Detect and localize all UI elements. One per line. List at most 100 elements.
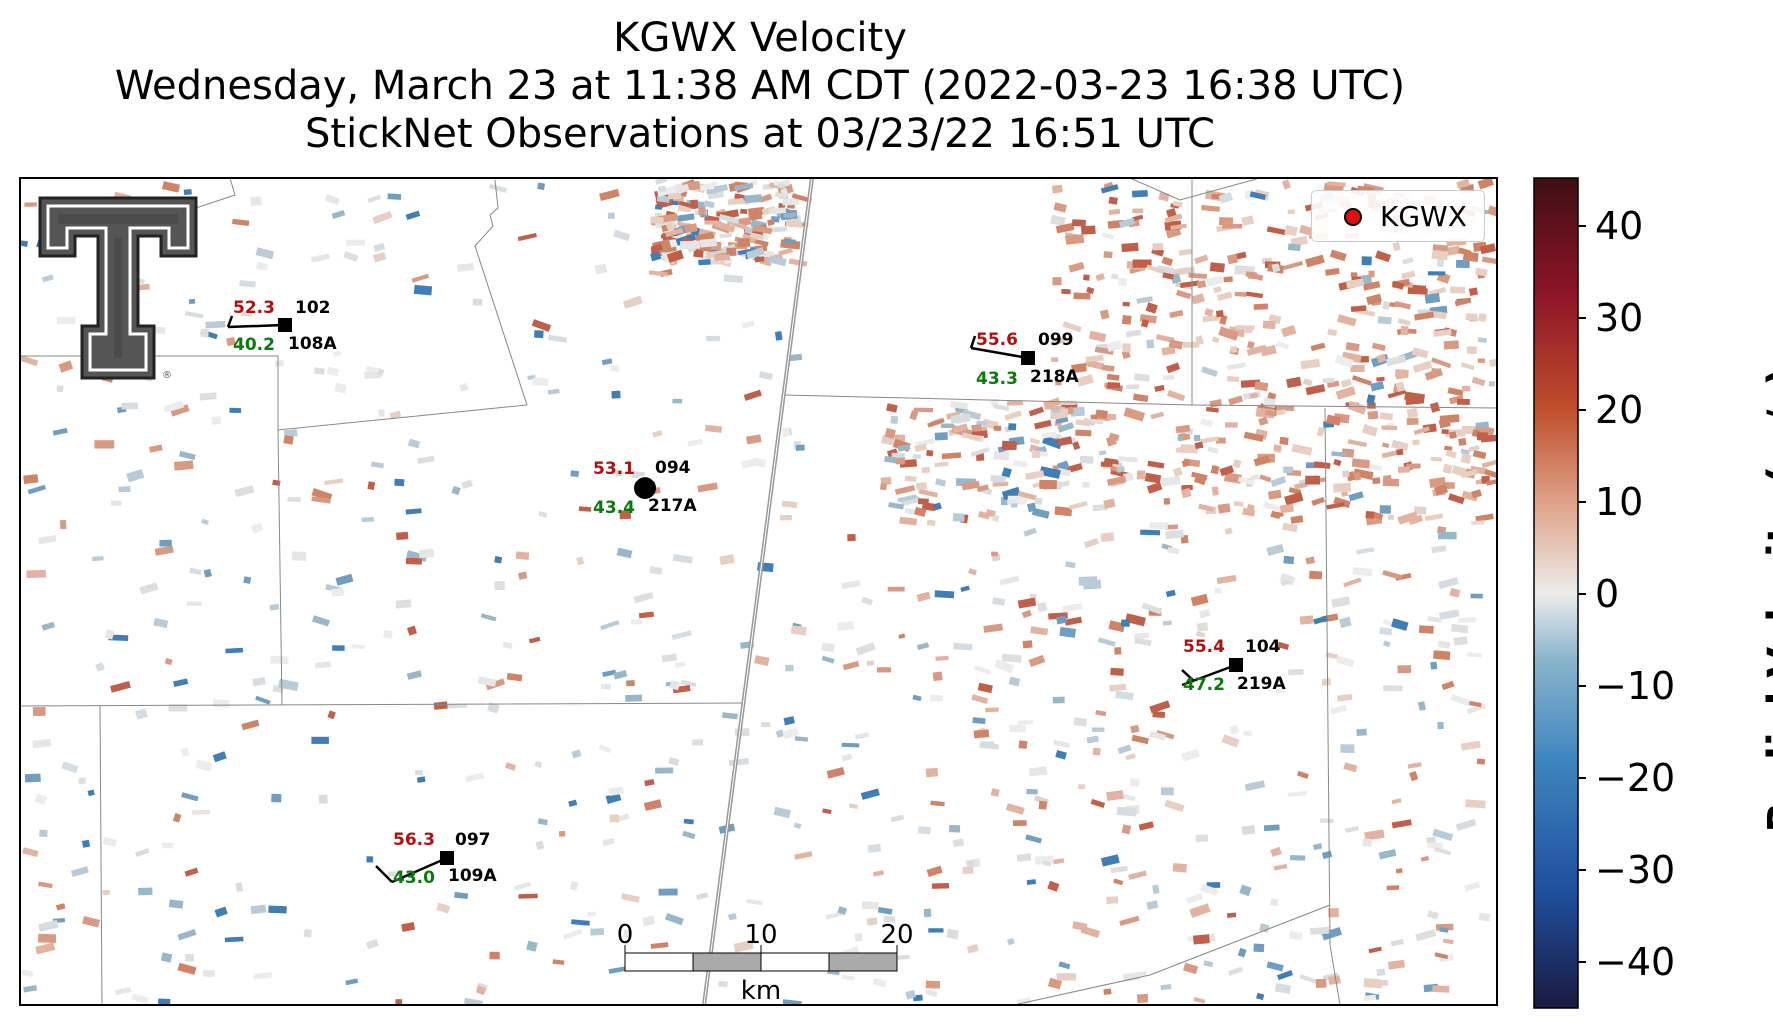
radar-pixel [1262,320,1276,330]
radar-pixel [55,903,66,911]
radar-pixel [940,423,954,429]
colorbar-tick-30: 30 [1595,296,1644,340]
radar-pixel [387,193,402,200]
radar-pixel [898,633,906,640]
radar-pixel [205,320,226,329]
colorbar-tick-minus-40: −40 [1595,940,1676,984]
highway [702,178,814,1005]
radar-pixel [1437,721,1444,730]
radar-pixel [1144,472,1162,484]
radar-pixel [1362,424,1378,437]
radar-pixel [1281,325,1297,338]
radar-pixel [767,218,775,227]
radar-pixel [1132,189,1148,198]
radar-pixel [1400,325,1409,336]
radar-pixel [1356,728,1367,736]
radar-pixel [1191,293,1205,305]
radar-pixel [1001,440,1017,451]
county-border [99,705,103,1005]
radar-pixel [993,425,1002,431]
radar-pixel [552,959,565,966]
station-099[interactable]: 55.6 099 43.3 218A [969,330,1079,389]
station-marker-097 [440,851,454,865]
radar-pixel [1227,362,1247,371]
radar-pixel [1117,456,1138,463]
radar-pixel [973,729,990,739]
station-102-red-value: 52.3 [233,298,275,318]
station-104[interactable]: 55.4 104 47.2 219A [1181,637,1286,695]
radar-pixel [1223,276,1233,283]
colorbar-tick-minus-20: −20 [1595,756,1676,800]
radar-pixel [952,838,965,848]
radar-pixel [1439,414,1460,424]
radar-pixel [1117,744,1132,755]
radar-pixel [184,867,199,877]
radar-pixel [991,551,998,557]
radar-pixel [1137,993,1149,1003]
radar-pixel [21,969,34,977]
radar-pixel [727,197,744,206]
radar-pixel [78,777,86,785]
radar-pixel [333,350,342,357]
station-102[interactable]: 52.3 102 40.2 108A [226,298,337,355]
radar-pixel [250,904,267,915]
radar-pixel [1011,503,1018,508]
radar-pixel [1329,249,1347,262]
radar-pixel [1237,947,1247,958]
radar-pixel [1167,389,1186,402]
radar-pixel [1441,680,1455,691]
radar-pixel [1313,461,1331,469]
radar-pixel [1279,503,1294,514]
radar-pixel [183,188,192,196]
radar-pixel [611,390,621,399]
radar-pixel [389,410,402,420]
radar-pixel [95,662,105,672]
radar-pixel [622,295,643,309]
radar-pixel [1122,343,1131,353]
radar-pixel [331,587,345,597]
radar-pixel [235,882,244,893]
radar-pixel [1223,472,1242,484]
radar-pixel [1286,376,1302,389]
radar-pixel [361,516,375,523]
radar-site-marker-icon [1344,208,1362,226]
radar-pixel [1200,436,1219,444]
radar-pixel [1465,799,1486,809]
radar-pixel [1050,412,1068,420]
radar-pixel [1371,342,1386,352]
radar-pixel [1350,305,1367,312]
radar-pixel [23,985,38,993]
radar-pixel [1088,330,1107,343]
radar-pixel [184,311,204,319]
radar-pixel [1181,748,1200,762]
radar-pixel [985,707,999,713]
radar-pixel [1284,492,1304,506]
radar-pixel [1094,346,1114,355]
radar-pixel [202,970,215,977]
radar-pixel [1053,858,1065,865]
radar-pixel [1291,443,1313,456]
radar-pixel [935,655,949,661]
station-097[interactable]: 56.3 097 43.0 109A [375,830,497,888]
radar-pixel [1126,970,1147,978]
radar-pixel [334,382,347,394]
radar-pixel [941,452,962,460]
radar-pixel [672,398,683,404]
radar-pixel [1407,762,1422,769]
radar-pixel [921,502,936,512]
radar-pixel [1475,478,1484,485]
station-097-id: 097 [455,830,491,850]
radar-pixel [888,502,904,510]
radar-pixel [1021,609,1032,619]
radar-pixel [1034,497,1043,505]
radar-pixel [1311,496,1325,506]
radar-pixel [365,366,380,373]
radar-pixel [1266,543,1285,556]
radar-pixel [1253,455,1271,467]
radar-pixel [1450,693,1471,707]
radar-pixel [1072,921,1088,932]
radar-pixel [1161,256,1174,267]
station-094[interactable]: 53.1 094 43.4 217A [593,458,697,518]
radar-pixel [418,548,435,559]
radar-pixel [1219,465,1235,477]
